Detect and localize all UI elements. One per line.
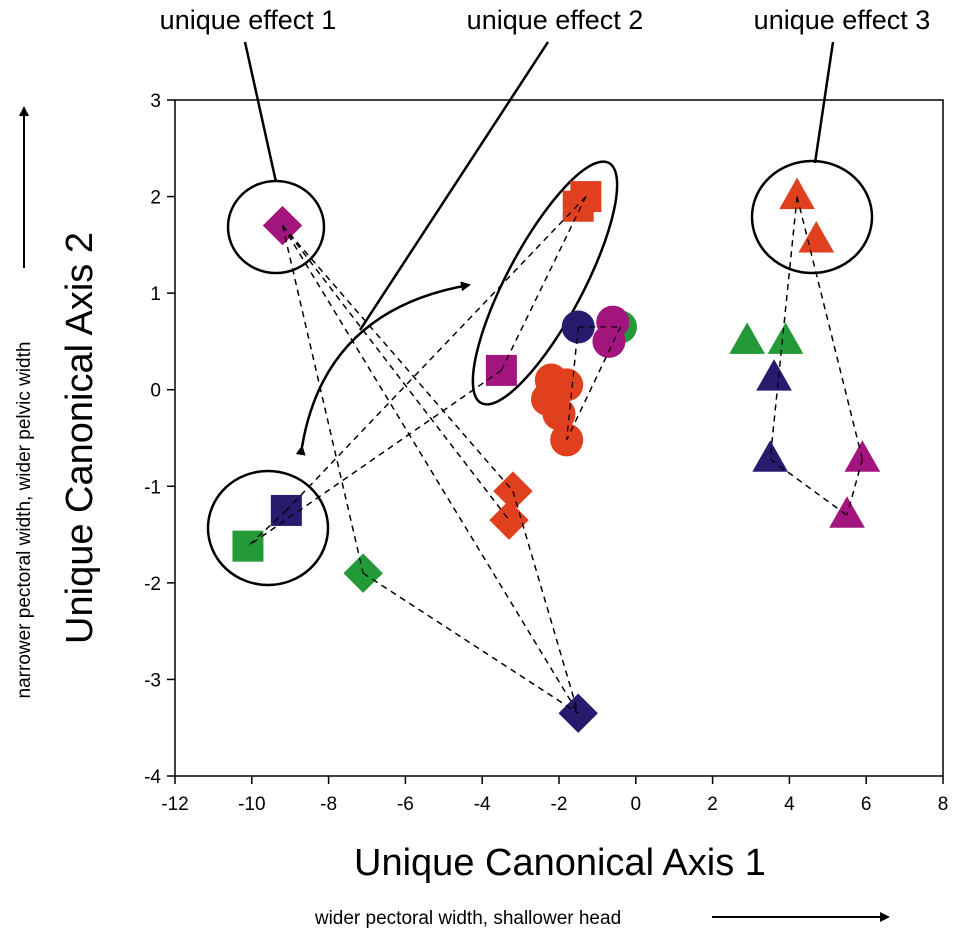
x-tick-label: 2 [707,794,718,815]
circle-point [592,324,626,358]
dashed-link [796,196,863,460]
x-tick-label: -2 [551,794,568,815]
triangle-point [729,322,766,354]
highlight-ellipses [206,159,874,587]
dashed-link [247,369,502,547]
dashed-links-overlay [247,196,863,714]
dashed-link [500,196,587,371]
x-tick-label: -10 [238,794,265,815]
dashed-link [282,225,579,714]
triangle-point [779,177,815,210]
callout-line-1 [243,41,278,183]
data-points [232,177,881,733]
dashed-link [285,196,587,511]
dashed-link [769,196,798,460]
x-ticks: -12 -10 -8 -6 -4 -2 0 2 4 6 8 [161,776,948,815]
highlight-ellipse-2 [471,160,619,406]
callout-line-3 [813,41,835,164]
x-tick-label: -6 [397,794,414,815]
dashed-link [512,490,579,714]
dashed-link [566,326,579,440]
annotation-label-1: unique effect 1 [160,5,337,35]
diamond-point [489,500,529,540]
triangle-point [844,440,881,472]
dashed-link [769,458,848,516]
y-tick-label: -2 [144,574,161,595]
x-tick-label: 8 [938,794,949,815]
dashed-link [281,225,364,574]
triangle-point [767,322,804,354]
double-arrow [295,281,471,456]
dashed-link [846,459,863,516]
dashed-link [282,225,514,492]
square-point [562,190,594,222]
x-tick-label: 0 [631,794,642,815]
dashed-link [247,509,287,547]
triangle-point [829,496,865,528]
triangle-point [798,221,835,253]
y-tick-label: -4 [144,767,161,788]
y-tick-label: -1 [144,477,161,498]
y-tick-label: 3 [150,91,161,112]
y-ticks: 3 2 1 0 -1 -2 -3 -4 [144,91,175,788]
square-point [485,354,517,386]
y-axis-note: narrower pectoral width, wider pelvic wi… [14,342,35,699]
y-axis-title: Unique Canonical Axis 2 [59,232,101,644]
dashed-link [566,326,621,441]
y-tick-label: 0 [150,381,161,402]
y-tick-label: 2 [150,188,161,209]
highlight-ellipse-4 [206,469,330,587]
y-tick-label: 1 [150,284,161,305]
dashed-link [362,572,579,714]
y-tick-label: -3 [144,670,161,691]
x-tick-label: 6 [861,794,872,815]
x-axis-title: Unique Canonical Axis 1 [354,842,766,884]
annotation-label-2: unique effect 2 [467,5,644,35]
x-tick-label: 4 [784,794,795,815]
triangle-point [752,440,789,472]
highlight-ellipse-3 [750,159,874,275]
x-tick-label: -8 [320,794,337,815]
triangle-point [756,359,792,391]
annotation-label-3: unique effect 3 [754,5,931,35]
x-tick-label: -12 [161,794,188,815]
dashed-link [282,225,510,521]
x-axis-note: wider pectoral width, shallower head [314,908,621,929]
x-tick-label: -4 [474,794,491,815]
